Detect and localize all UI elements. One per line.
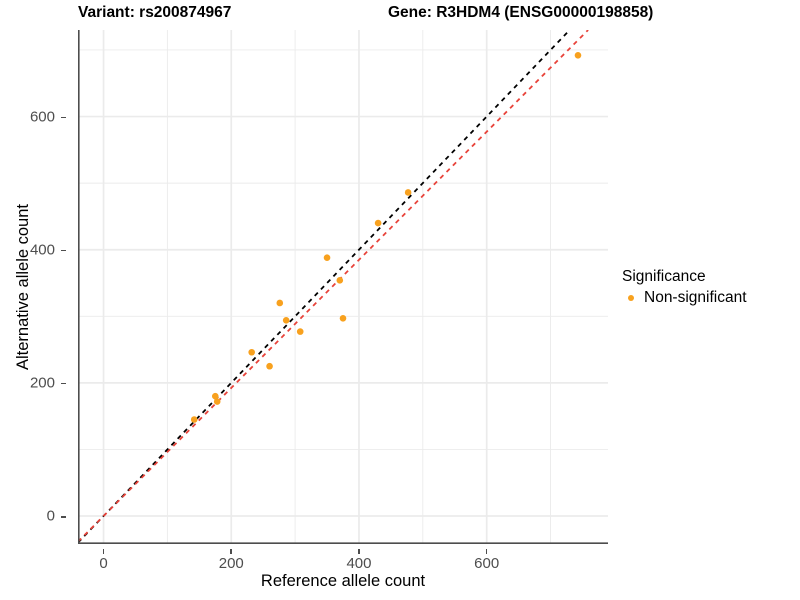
data-point — [266, 362, 273, 370]
x-tick-mark — [358, 549, 360, 554]
data-point — [276, 299, 284, 307]
fit-line — [78, 30, 589, 543]
y-tick-label: 0 — [46, 507, 55, 525]
data-point — [404, 189, 412, 196]
legend-entries: Non-significant — [622, 289, 797, 307]
x-tick-mark — [485, 549, 488, 554]
data-point — [336, 277, 344, 284]
x-axis-tick-labels: 0 200 400 600 — [78, 549, 608, 572]
data-point — [190, 416, 198, 423]
x-tick-mark — [230, 549, 233, 554]
data-point — [374, 219, 382, 227]
series-non-significant — [190, 52, 582, 423]
legend-item-label: Non-significant — [644, 289, 747, 306]
plot-panel — [78, 30, 608, 544]
y-tick-label: 600 — [29, 108, 55, 126]
y-tick-mark — [61, 516, 66, 518]
y-axis-tick-labels: 0 200 400 600 — [0, 30, 66, 544]
data-point — [574, 52, 582, 59]
legend: Significance Non-significant — [622, 268, 797, 307]
data-point — [211, 392, 219, 400]
x-tick-label: 200 — [218, 555, 244, 572]
plot-canvas — [78, 30, 608, 544]
legend-item: Non-significant — [622, 289, 797, 307]
plot-title-row: Variant: rs200874967 Gene: R3HDM4 (ENSG0… — [0, 0, 800, 30]
panel-background — [78, 30, 608, 544]
y-axis-title: Alternative allele count — [14, 204, 32, 371]
y-tick-mark — [61, 382, 66, 385]
legend-marker-nonsignificant-icon — [622, 290, 639, 307]
data-point — [248, 348, 255, 356]
x-tick-mark — [102, 549, 105, 554]
data-point — [282, 316, 290, 324]
x-tick-label: 0 — [99, 555, 108, 572]
y-tick-mark — [61, 116, 66, 119]
x-tick-label: 400 — [346, 555, 372, 572]
data-point — [323, 254, 331, 262]
identity-line — [78, 30, 571, 544]
gene-title: Gene: R3HDM4 (ENSG00000198858) — [388, 4, 654, 21]
data-point — [339, 314, 347, 322]
x-tick-label: 600 — [474, 555, 500, 572]
data-point — [296, 328, 304, 335]
y-tick-label: 400 — [29, 241, 55, 259]
legend-title: Significance — [622, 268, 706, 285]
y-tick-label: 200 — [29, 374, 55, 392]
legend-dot — [627, 295, 634, 301]
variant-title: Variant: rs200874967 — [78, 4, 232, 21]
data-point — [213, 398, 221, 405]
x-axis-title: Reference allele count — [260, 572, 426, 590]
y-tick-mark — [61, 249, 66, 252]
